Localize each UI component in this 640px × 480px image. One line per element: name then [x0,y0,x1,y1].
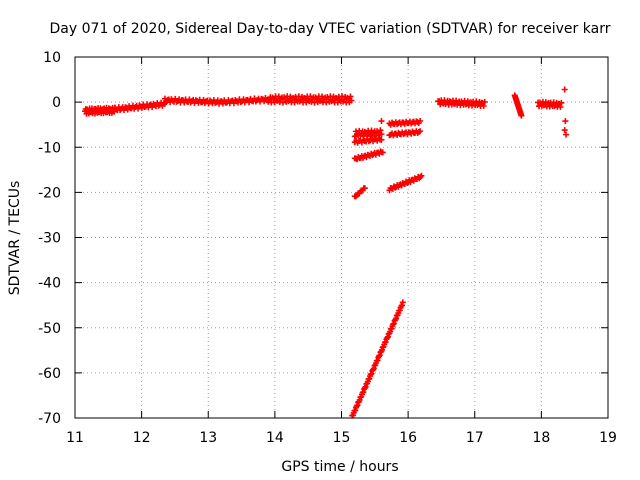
data-point [474,102,481,109]
x-tick-label: 19 [599,430,617,446]
data-point [558,99,565,106]
x-tick-label: 11 [66,430,84,446]
data-point [328,98,335,105]
x-tick-label: 16 [399,430,417,446]
x-tick-label: 15 [333,430,351,446]
data-point [561,127,568,134]
x-tick-label: 18 [532,430,550,446]
y-tick-label: -10 [38,140,61,156]
data-point [285,98,292,105]
axis-ticks [74,56,609,419]
data-point [551,103,558,110]
y-tick-label: -30 [38,231,61,247]
data-point [378,136,385,143]
chart-title: Day 071 of 2020, Sidereal Day-to-day VTE… [50,21,611,37]
x-tick-label: 12 [133,430,151,446]
x-tick-label: 14 [266,430,284,446]
y-tick-label: -60 [38,366,61,382]
x-tick-label: 13 [199,430,217,446]
tick-labels: 11 12 13 14 15 16 17 18 19 10 0 -10 -20 -30 -40 -50 -60 -… [38,50,617,446]
data-point [379,149,386,156]
data-point [348,97,355,104]
y-axis-label: SDTVAR / TECUs [7,181,23,296]
x-axis-label: GPS time / hours [281,459,398,475]
data-point [417,128,424,135]
data-point [561,86,568,93]
data-point [481,98,488,105]
y-tick-label: -70 [38,411,61,427]
y-tick-label: -50 [38,321,61,337]
data-point [377,127,384,134]
data-point [344,94,351,101]
data-point [518,112,525,119]
data-point [557,103,564,110]
data-point [562,118,569,125]
data-point [399,299,406,306]
data-point [323,99,330,106]
data-point [361,185,368,192]
data-points [81,86,570,419]
data-point [378,118,385,125]
data-point [563,131,570,138]
data-point [417,117,424,124]
data-point [480,102,487,109]
x-tick-label: 17 [466,430,484,446]
y-tick-label: -40 [38,276,61,292]
y-tick-label: -20 [38,185,61,201]
data-point [347,93,354,100]
data-point [418,172,425,179]
data-point [378,131,385,138]
grid-lines [75,57,608,418]
y-tick-label: 10 [43,50,61,66]
y-tick-label: 0 [52,95,61,111]
